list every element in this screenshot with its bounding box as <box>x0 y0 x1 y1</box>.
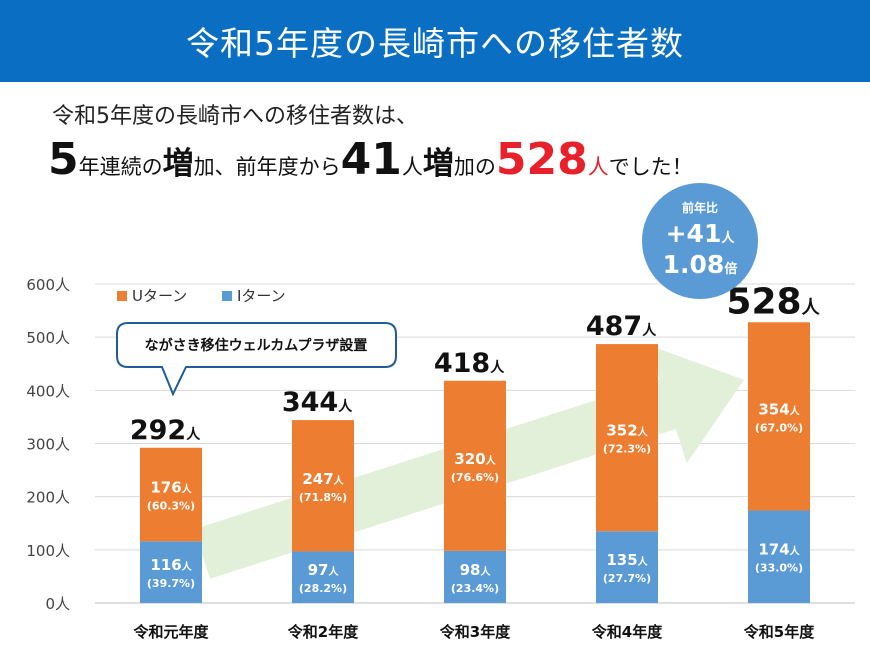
y-tick-label: 200人 <box>26 489 70 507</box>
summary-text-4: でした！ <box>608 155 693 179</box>
u-turn-pct-label: (71.8%) <box>299 491 347 504</box>
bar-i-turn <box>596 531 658 603</box>
u-turn-value-label: 176人 <box>150 479 192 497</box>
total-label: 487人 <box>586 311 657 342</box>
u-turn-value-label: 352人 <box>606 422 648 440</box>
yoy-increase: +41人 <box>666 219 736 248</box>
i-turn-value-label: 116人 <box>150 556 192 574</box>
y-tick-label: 0人 <box>45 595 70 613</box>
u-turn-pct-label: (67.0%) <box>755 421 803 434</box>
page-title: 令和5年度の長崎市への移住者数 <box>186 24 684 63</box>
y-tick-label: 100人 <box>26 542 70 560</box>
legend-swatch <box>222 291 232 301</box>
bar-i-turn <box>748 510 810 603</box>
y-tick-label: 600人 <box>26 276 70 294</box>
yoy-ratio: 1.08倍 <box>663 250 738 279</box>
bar-i-turn <box>292 551 354 603</box>
i-turn-pct-label: (23.4%) <box>451 582 499 595</box>
total-label: 418人 <box>434 348 505 379</box>
legend-label: Iターン <box>237 287 286 305</box>
i-turn-value-label: 98人 <box>460 561 492 579</box>
i-turn-value-label: 135人 <box>606 551 648 569</box>
summary-text-3: 加の <box>453 155 496 179</box>
bar-u-turn <box>292 420 354 552</box>
y-tick-label: 300人 <box>26 436 70 454</box>
legend: Uターン Iターン <box>117 287 286 305</box>
legend-swatch <box>117 291 127 301</box>
plaza-callout-text: ながさき移住ウェルカムプラザ設置 <box>145 337 368 354</box>
plaza-callout-box <box>116 322 397 397</box>
x-tick-label: 令和2年度 <box>288 623 359 641</box>
bar-i-turn <box>140 541 202 603</box>
bars: 116人 (39.7%) 176人 (60.3%) 292人 97人 (28.2%) 247人… <box>130 281 821 603</box>
x-tick-label: 令和5年度 <box>744 623 815 641</box>
x-tick-label: 令和4年度 <box>592 623 663 641</box>
summary-headline: 5 年連続の 増 加、前年度から 41 人 増 加の 528 人 でした！ <box>48 134 693 186</box>
summary-intro: 令和5年度の長崎市への移住者数は、 <box>52 104 418 129</box>
bar-u-turn <box>140 447 202 542</box>
total-label: 528人 <box>726 281 820 322</box>
bar-u-turn <box>748 322 810 511</box>
summary-total: 528 <box>495 134 588 185</box>
summary-text-1: 年連続の <box>78 155 163 179</box>
u-turn-value-label: 247人 <box>302 470 344 488</box>
summary-increase-char: 増 <box>162 146 194 182</box>
summary-years: 5 <box>48 134 79 185</box>
summary-increase-char-2: 増 <box>422 146 454 182</box>
summary-unit-2: 人 <box>587 155 609 179</box>
x-tick-label: 令和3年度 <box>440 623 511 641</box>
i-turn-pct-label: (39.7%) <box>147 577 195 590</box>
summary-text-2: 加、前年度から <box>193 155 341 179</box>
x-axis: 令和元年度 令和2年度 令和3年度 令和4年度 令和5年度 <box>133 623 815 641</box>
i-turn-pct-label: (27.7%) <box>603 572 651 585</box>
bar-u-turn <box>444 380 506 551</box>
title-banner: 令和5年度の長崎市への移住者数 <box>0 0 870 82</box>
summary-diff: 41 <box>340 134 402 185</box>
legend-label: Uターン <box>132 287 187 305</box>
y-tick-label: 500人 <box>26 329 70 347</box>
y-axis: 0人 100人 200人 300人 400人 500人 600人 <box>26 276 70 613</box>
u-turn-pct-label: (76.6%) <box>451 471 499 484</box>
yoy-title: 前年比 <box>682 200 718 215</box>
y-tick-label: 400人 <box>26 382 70 400</box>
i-turn-value-label: 174人 <box>758 541 800 559</box>
total-label: 344人 <box>282 387 353 418</box>
u-turn-pct-label: (60.3%) <box>147 500 195 513</box>
x-tick-label: 令和元年度 <box>133 623 209 641</box>
u-turn-value-label: 354人 <box>758 400 800 418</box>
bar-u-turn <box>596 344 658 532</box>
i-turn-pct-label: (33.0%) <box>755 562 803 575</box>
summary-unit-1: 人 <box>401 155 423 179</box>
i-turn-value-label: 97人 <box>308 561 340 579</box>
u-turn-value-label: 320人 <box>454 450 496 468</box>
total-label: 292人 <box>130 415 201 446</box>
u-turn-pct-label: (72.3%) <box>603 443 651 456</box>
bar-i-turn <box>444 550 506 603</box>
i-turn-pct-label: (28.2%) <box>299 582 347 595</box>
yoy-bubble <box>642 183 758 299</box>
